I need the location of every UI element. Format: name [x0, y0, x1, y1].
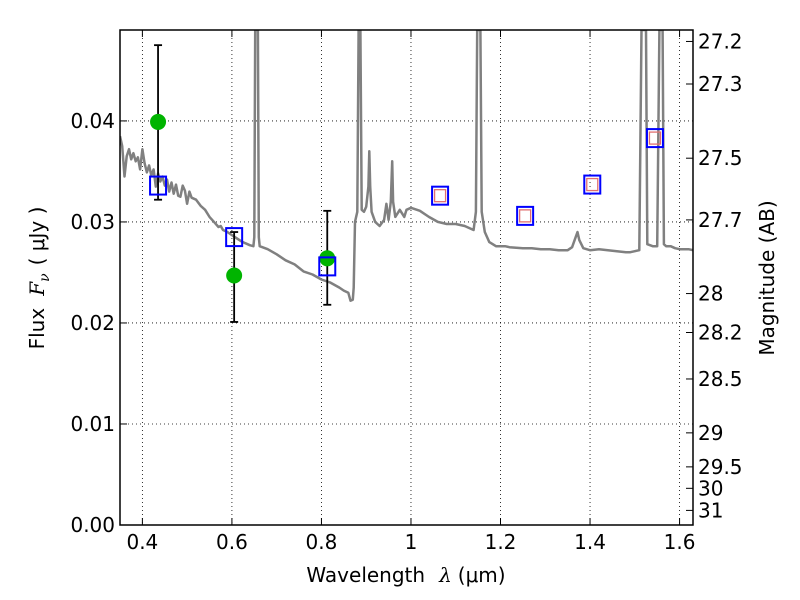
observed-flux-point — [226, 267, 243, 284]
x-axis-label-unit: (μm) — [458, 563, 506, 587]
y-axis-label-subscript: ν — [37, 273, 53, 282]
x-tick-label: 1.2 — [485, 530, 517, 554]
predicted-flux-square — [648, 131, 662, 145]
model-flux-square — [645, 128, 664, 149]
y2-tick-label: 28.5 — [698, 367, 743, 391]
model-flux-square — [225, 227, 244, 248]
y-axis-label-symbol: F — [25, 281, 49, 297]
y2-tick-label: 30 — [698, 476, 723, 500]
y-axis-label-text: Flux — [25, 308, 49, 350]
predicted-flux-square — [518, 209, 532, 223]
x-axis-label-text: Wavelength — [306, 563, 425, 587]
y2-tick-label: 27.3 — [698, 72, 743, 96]
y-axis-label-unit: ( μJy ) — [25, 207, 49, 266]
predicted-flux-square — [433, 189, 447, 203]
y2-tick-label: 28.2 — [698, 320, 743, 344]
model-flux-square — [318, 256, 337, 277]
y2-tick-label: 27.7 — [698, 208, 743, 232]
y2-tick-label: 28 — [698, 282, 723, 306]
y2-tick-label: 31 — [698, 498, 723, 522]
x-axis-label: Wavelength λ (μm) — [306, 563, 505, 587]
y2-axis-label: Magnitude (AB) — [755, 200, 779, 355]
x-tick-label: 1 — [405, 530, 418, 554]
x-tick-label: 0.6 — [216, 530, 248, 554]
ticks: 0.4 0.6 0.8 1 1.2 1.4 1.6 0.00 0.01 0.02 0.03 0.04 2… — [70, 29, 742, 554]
x-tick-label: 1.4 — [574, 530, 606, 554]
y2-tick-label: 29.5 — [698, 455, 743, 479]
plot-frame — [119, 29, 694, 526]
y2-tick-label: 27.2 — [698, 29, 743, 53]
x-tick-label: 1.6 — [664, 530, 696, 554]
x-tick-label: 0.4 — [126, 530, 158, 554]
plot-area — [120, 30, 693, 323]
spectrum-line — [120, 30, 693, 302]
model-flux-square — [583, 174, 602, 195]
y-tick-label: 0.01 — [70, 412, 115, 436]
x-axis-label-symbol: λ — [438, 563, 452, 587]
y2-tick-label: 27.5 — [698, 146, 743, 170]
y-tick-label: 0.00 — [70, 513, 115, 537]
y-tick-label: 0.02 — [70, 311, 115, 335]
predicted-flux-square — [586, 177, 599, 192]
y-axis-label: Flux Fν ( μJy ) — [25, 207, 53, 350]
y-tick-label: 0.04 — [70, 109, 115, 133]
model-flux-square — [516, 205, 535, 226]
x-tick-label: 0.8 — [306, 530, 338, 554]
y-tick-label: 0.03 — [70, 210, 115, 234]
model-flux-square — [431, 185, 450, 206]
y2-tick-label: 29 — [698, 421, 723, 445]
model-flux-square — [149, 175, 168, 196]
grid — [120, 30, 693, 525]
observed-flux-point — [150, 113, 167, 130]
